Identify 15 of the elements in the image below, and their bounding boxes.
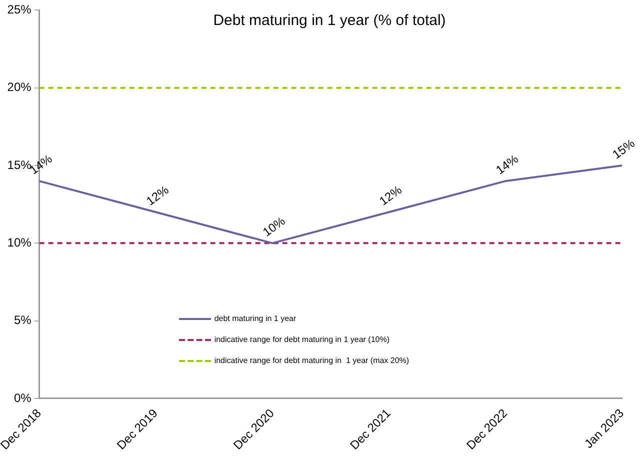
y-tick-label: 0% — [14, 390, 32, 405]
y-tick-label: 20% — [7, 80, 32, 94]
data-label: 14% — [493, 152, 522, 178]
data-label: 15% — [610, 136, 638, 162]
data-label: 12% — [376, 182, 405, 208]
legend-label: indicative range for debt maturing in 1 year (max 20%) — [214, 356, 410, 366]
chart-title: Debt maturing in 1 year (% of total) — [212, 12, 447, 29]
y-tick-label: 10% — [7, 235, 32, 250]
data-label: 10% — [260, 214, 288, 240]
y-tick-label: 5% — [14, 313, 32, 328]
y-tick-label: 15% — [7, 158, 32, 172]
legend-label: debt maturing in 1 year — [214, 314, 296, 324]
y-tick-label: 25% — [7, 2, 32, 17]
data-label: 12% — [144, 182, 172, 208]
legend-label: indicative range for debt maturing in 1 year (10%) — [214, 335, 390, 344]
